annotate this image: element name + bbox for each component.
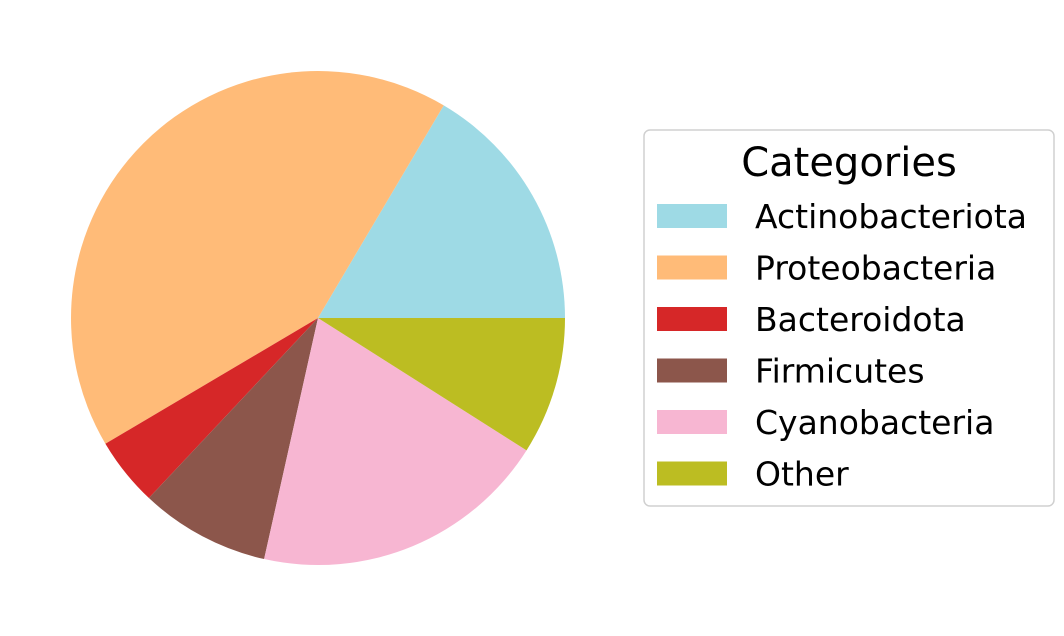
legend-label-proteobacteria: Proteobacteria [755,249,996,288]
legend-label-other: Other [755,455,849,494]
pie-slices [71,71,565,565]
legend-label-actinobacteriota: Actinobacteriota [755,197,1027,236]
legend-items: Actinobacteriota Proteobacteria Bacteroido… [657,197,1027,494]
legend-swatch-cyanobacteria [657,410,727,434]
legend-label-firmicutes: Firmicutes [755,352,925,391]
legend-swatch-bacteroidota [657,307,727,331]
legend: Categories Actinobacteriota Proteobacteri… [643,129,1055,507]
legend-swatch-firmicutes [657,358,727,383]
legend-frame [643,129,1055,507]
legend-swatch-actinobacteriota [657,204,727,228]
pie-slice-actinobacteriota [318,105,565,319]
legend-label-bacteroidota: Bacteroidota [755,300,966,339]
pie-slice-cyanobacteria [264,318,527,565]
legend-title: Categories [741,140,957,186]
legend-label-cyanobacteria: Cyanobacteria [755,403,994,442]
legend-swatch-other [657,461,727,486]
pie-slice-proteobacteria [71,71,444,444]
pie-slice-firmicutes [148,318,318,560]
pie-slice-bacteroidota [105,318,319,499]
legend-swatch-proteobacteria [657,255,727,280]
pie-slice-other [318,318,565,451]
